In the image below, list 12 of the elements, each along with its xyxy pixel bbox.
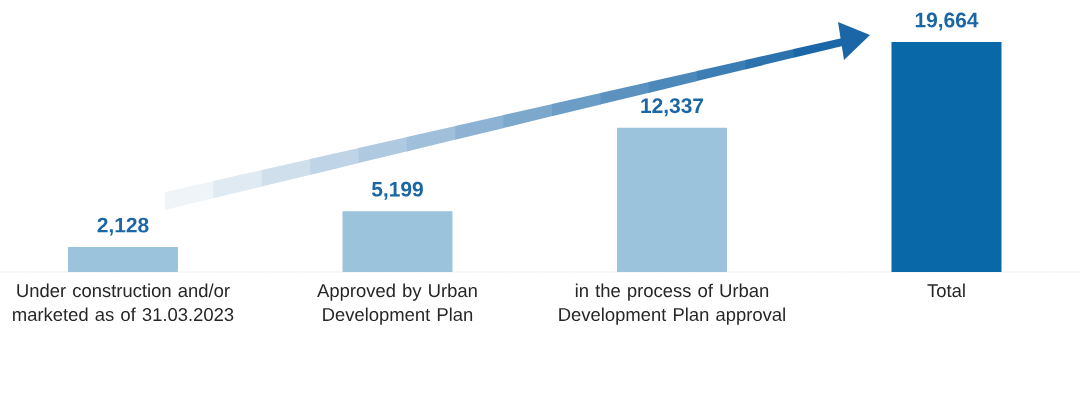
bar	[616, 127, 727, 272]
data-label: 19,664	[915, 12, 979, 31]
bar	[891, 41, 1002, 272]
data-label: 2,128	[97, 217, 149, 236]
x-tick-label: in the process of Urban Development Plan approval	[559, 283, 785, 325]
x-tick-label: Under construction and/or marketed as of 31.03.2023	[13, 283, 234, 322]
x-tick-label: Total	[927, 283, 965, 298]
bar	[342, 211, 453, 272]
x-tick-label: Approved by Urban Development Plan	[317, 283, 477, 325]
bar	[67, 247, 178, 272]
data-label: 5,199	[371, 181, 423, 200]
data-label: 12,337	[641, 98, 704, 117]
